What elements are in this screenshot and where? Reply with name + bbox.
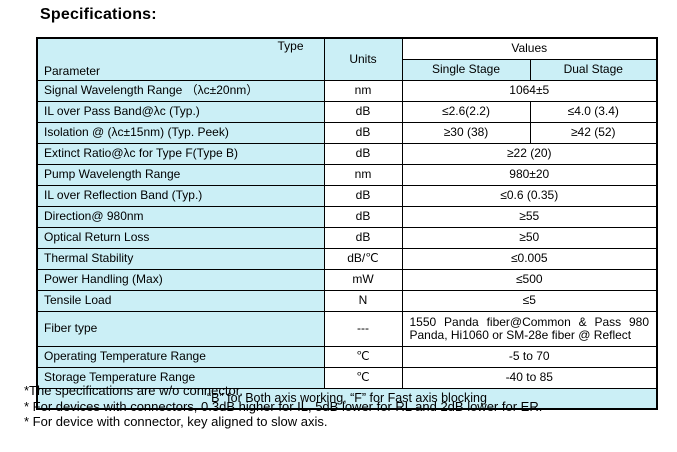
table-row: Storage Temperature Range ℃ -40 to 85 <box>36 367 658 389</box>
page-title: Specifications: <box>40 6 157 23</box>
units-cell: ℃ <box>323 367 403 389</box>
units-cell: ℃ <box>323 346 403 368</box>
table-row: IL over Pass Band@λc (Typ.) dB ≤2.6(2.2)… <box>36 101 658 123</box>
units-cell: N <box>323 290 403 312</box>
table-row: Operating Temperature Range ℃ -5 to 70 <box>36 346 658 368</box>
value-cell: 1064±5 <box>401 80 658 102</box>
units-cell: dB <box>323 101 403 123</box>
param-cell: Optical Return Loss <box>36 227 325 249</box>
footnote-line: * For devices with connectors, 0.3dB hig… <box>24 398 543 414</box>
param-cell: IL over Pass Band@λc (Typ.) <box>36 101 325 123</box>
table-row: Pump Wavelength Range nm 980±20 <box>36 164 658 186</box>
value-cell: ≥22 (20) <box>401 143 658 165</box>
table-subheader-row: Single Stage Dual Stage <box>37 59 658 81</box>
units-cell: dB <box>323 185 403 207</box>
value-cell: 980±20 <box>401 164 658 186</box>
value-cell: -40 to 85 <box>401 367 658 389</box>
table-row: Extinct Ratio@λc for Type F(Type B) dB ≥… <box>36 143 658 165</box>
param-cell: Tensile Load <box>36 290 325 312</box>
value-cell: -5 to 70 <box>401 346 658 368</box>
dual-stage-header-cell: Dual Stage <box>529 59 658 81</box>
units-header-cell: Units <box>323 37 403 81</box>
table-row: Thermal Stability dB/℃ ≤0.005 <box>36 248 658 270</box>
table-row: Isolation @ (λc±15nm) (Typ. Peek) dB ≥30… <box>36 122 658 144</box>
single-stage-value-cell: ≤2.6(2.2) <box>401 101 531 123</box>
param-cell: Operating Temperature Range <box>36 346 325 368</box>
table-row: Direction@ 980nm dB ≥55 <box>36 206 658 228</box>
param-cell: Pump Wavelength Range <box>36 164 325 186</box>
dual-stage-value-cell: ≤4.0 (3.4) <box>529 101 658 123</box>
param-cell: Thermal Stability <box>36 248 325 270</box>
param-cell: Extinct Ratio@λc for Type F(Type B) <box>36 143 325 165</box>
specifications-table: Type Parameter Units Values Single Stage… <box>36 37 658 410</box>
value-cell: ≤0.6 (0.35) <box>401 185 658 207</box>
units-cell: dB <box>323 206 403 228</box>
table-header-row: Type Parameter Units Values <box>36 37 658 81</box>
dual-stage-value-cell: ≥42 (52) <box>529 122 658 144</box>
value-cell: ≥55 <box>401 206 658 228</box>
param-cell: Storage Temperature Range <box>36 367 325 389</box>
param-cell: Power Handling (Max) <box>36 269 325 291</box>
single-stage-header-cell: Single Stage <box>401 59 531 81</box>
footnote-line: *The specifications are w/o connector. <box>24 383 243 398</box>
value-cell: ≤5 <box>401 290 658 312</box>
units-cell: dB/℃ <box>323 248 403 270</box>
parameter-type-header-cell: Type Parameter <box>36 37 325 81</box>
table-row: Signal Wavelength Range （λc±20nm） nm 106… <box>36 80 658 102</box>
units-cell: nm <box>323 80 403 102</box>
units-cell: dB <box>323 143 403 165</box>
table-row: Power Handling (Max) mW ≤500 <box>36 269 658 291</box>
parameter-header-label: Parameter <box>44 63 101 78</box>
units-cell: --- <box>323 311 403 347</box>
value-cell: ≤0.005 <box>401 248 658 270</box>
units-cell: mW <box>323 269 403 291</box>
table-row: Tensile Load N ≤5 <box>36 290 658 312</box>
value-cell: 1550 Panda fiber@Common & Pass 980 Panda… <box>401 311 658 347</box>
footnote-line: * For device with connector, key aligned… <box>24 414 328 429</box>
units-cell: nm <box>323 164 403 186</box>
table-row: IL over Reflection Band (Typ.) dB ≤0.6 (… <box>36 185 658 207</box>
param-cell: Isolation @ (λc±15nm) (Typ. Peek) <box>36 122 325 144</box>
single-stage-value-cell: ≥30 (38) <box>401 122 531 144</box>
table-row: Optical Return Loss dB ≥50 <box>36 227 658 249</box>
table-row: Fiber type --- 1550 Panda fiber@Common &… <box>36 311 658 347</box>
param-cell: IL over Reflection Band (Typ.) <box>36 185 325 207</box>
units-cell: dB <box>323 122 403 144</box>
values-header-cell: Values <box>401 37 658 60</box>
units-cell: dB <box>323 227 403 249</box>
table-footer-row: “B” for Both axis working, “F” for Fast … <box>36 388 658 410</box>
param-cell: Direction@ 980nm <box>36 206 325 228</box>
param-cell: Signal Wavelength Range （λc±20nm） <box>36 80 325 102</box>
param-cell: Fiber type <box>36 311 325 347</box>
type-header-label: Type <box>277 39 304 53</box>
value-cell: ≤500 <box>401 269 658 291</box>
footnotes: *The specifications are w/o connector. *… <box>24 383 542 430</box>
value-cell: ≥50 <box>401 227 658 249</box>
axis-note-cell: “B” for Both axis working, “F” for Fast … <box>36 388 658 410</box>
